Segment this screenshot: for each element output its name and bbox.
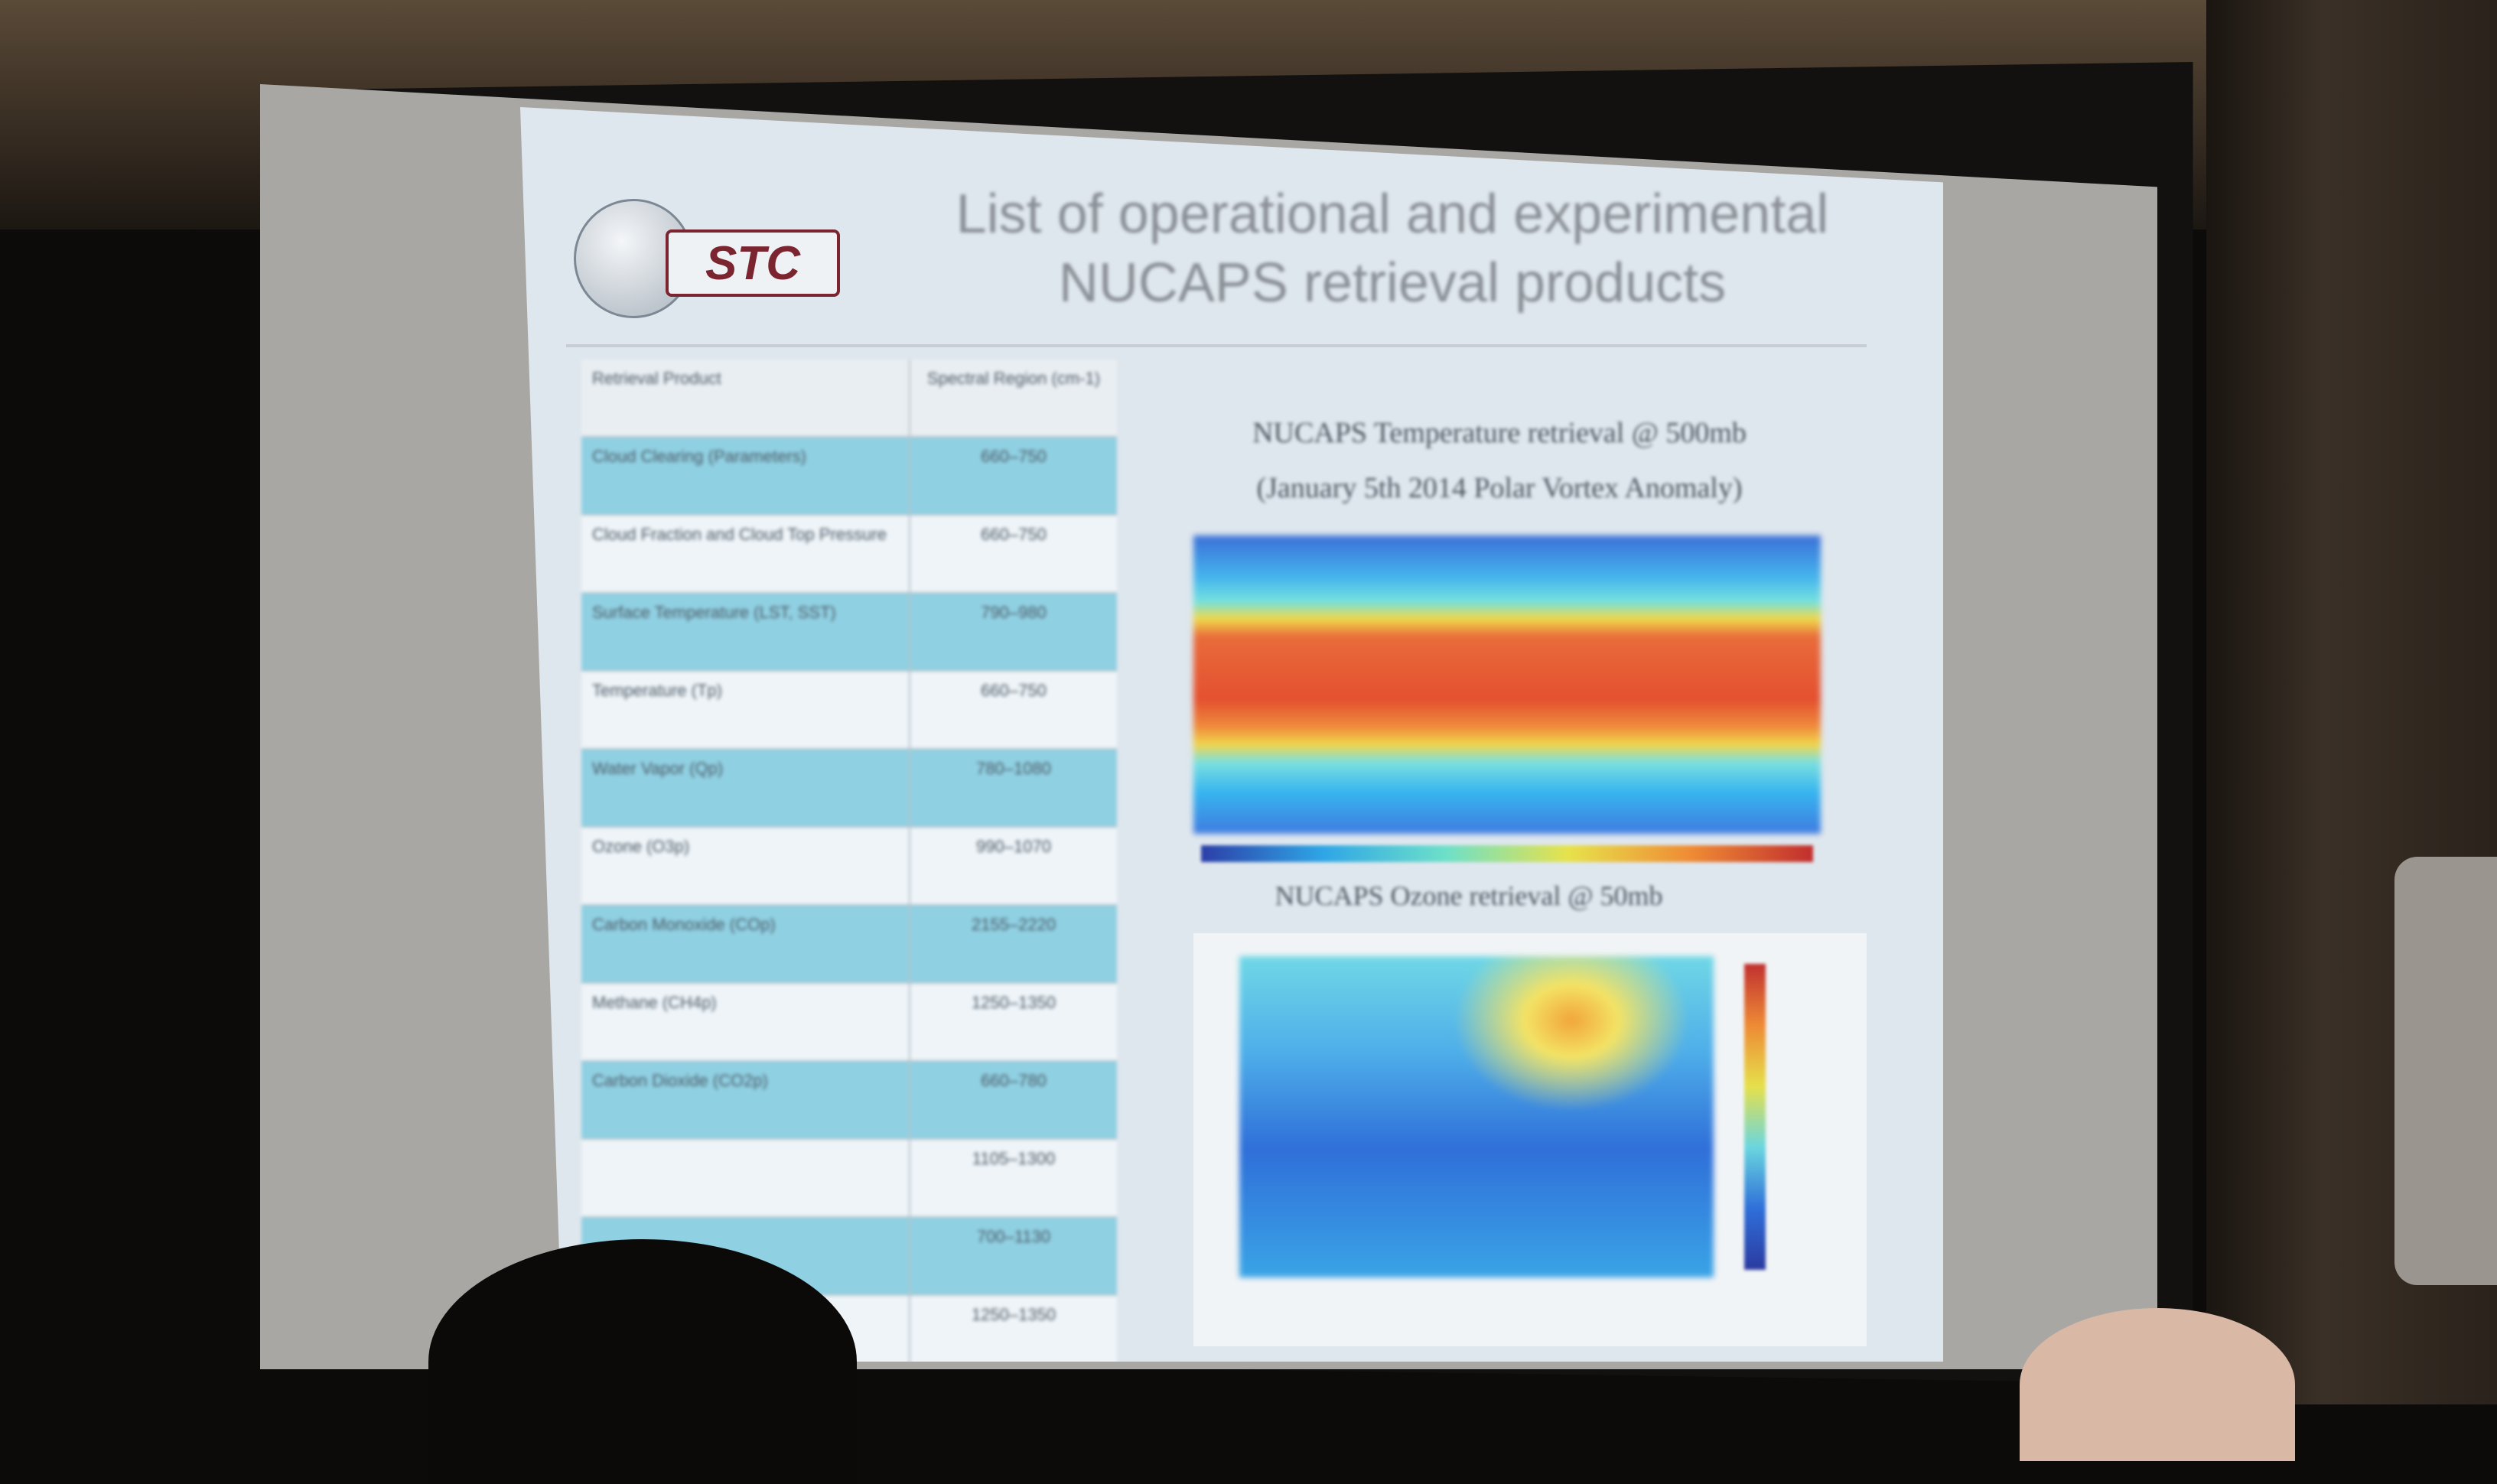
table-cell: Cloud Clearing (Parameters) — [581, 438, 910, 514]
title-line-2: NUCAPS retrieval products — [1058, 252, 1727, 314]
table-cell: Carbon Dioxide (CO2p) — [581, 1062, 910, 1138]
table-cell: 660–750 — [981, 681, 1047, 700]
table-cell: 1250–1350 — [971, 1305, 1056, 1324]
table-row: Ozone (O3p) 990–1070 — [581, 828, 1117, 906]
ozone-chart-title: NUCAPS Ozone retrieval @ 50mb — [1275, 880, 1663, 911]
table-row: Methane (CH4p) 1250–1350 — [581, 984, 1117, 1062]
table-row: Cloud Fraction and Cloud Top Pressure 66… — [581, 516, 1117, 594]
table-cell: 700–1130 — [976, 1227, 1051, 1246]
title-line-1: List of operational and experimental — [956, 184, 1829, 245]
table-cell: Carbon Monoxide (COp) — [581, 906, 910, 982]
table-cell: 1250–1350 — [971, 993, 1056, 1012]
table-row: Carbon Dioxide (CO2p) 660–780 — [581, 1062, 1117, 1140]
wall-panel — [2394, 857, 2497, 1285]
table-cell: Retrieval Product — [581, 360, 910, 436]
table-cell: Temperature (Tp) — [581, 672, 910, 748]
table-row: 1105–1300 — [581, 1140, 1117, 1218]
table-cell: 1105–1300 — [972, 1149, 1056, 1168]
stc-logo: STC — [574, 199, 849, 321]
table-cell: Methane (CH4p) — [581, 984, 910, 1060]
slide-title: List of operational and experimental NUC… — [949, 180, 1836, 317]
table-cell: 790–980 — [981, 603, 1047, 622]
table-header-row: Retrieval Product Spectral Region (cm-1) — [581, 360, 1117, 438]
table-cell — [581, 1296, 910, 1362]
ozone-chart — [1193, 933, 1867, 1346]
table-cell: 660–750 — [981, 447, 1047, 466]
table-cell: Ozone (O3p) — [581, 828, 910, 904]
table-cell — [581, 1218, 910, 1294]
ozone-colorbar — [1744, 964, 1766, 1270]
ozone-map — [1239, 956, 1714, 1277]
products-table: Retrieval Product Spectral Region (cm-1)… — [581, 360, 1117, 1362]
audience-head-right — [2020, 1308, 2295, 1461]
temperature-map — [1193, 535, 1821, 834]
title-divider — [566, 344, 1867, 347]
table-cell: 660–780 — [981, 1071, 1047, 1090]
table-cell — [581, 1140, 910, 1216]
table-row: Water Vapor (Qp) 780–1080 — [581, 750, 1117, 828]
table-cell: 780–1080 — [976, 759, 1051, 778]
temperature-colorbar — [1201, 845, 1813, 862]
temperature-chart-title: NUCAPS Temperature retrieval @ 500mb (Ja… — [1193, 405, 1805, 516]
table-row: Surface Temperature (LST, SST) 790–980 — [581, 594, 1117, 672]
audience-head-left — [428, 1239, 857, 1484]
table-cell: Water Vapor (Qp) — [581, 750, 910, 826]
presentation-slide: STC List of operational and experimental… — [520, 107, 1943, 1362]
table-cell: Spectral Region (cm-1) — [926, 369, 1101, 388]
table-cell: Surface Temperature (LST, SST) — [581, 594, 910, 670]
chart-title-line-1: NUCAPS Temperature retrieval @ 500mb — [1252, 417, 1747, 449]
chart-title-line-2: (January 5th 2014 Polar Vortex Anomaly) — [1256, 472, 1743, 504]
logo-text: STC — [666, 229, 840, 297]
table-row: Carbon Monoxide (COp) 2155–2220 — [581, 906, 1117, 984]
table-cell: 990–1070 — [976, 837, 1051, 856]
table-cell: 2155–2220 — [971, 915, 1056, 934]
table-row: Temperature (Tp) 660–750 — [581, 672, 1117, 750]
table-cell: 660–750 — [981, 525, 1047, 544]
table-cell: Cloud Fraction and Cloud Top Pressure — [581, 516, 910, 592]
table-row: Cloud Clearing (Parameters) 660–750 — [581, 438, 1117, 516]
